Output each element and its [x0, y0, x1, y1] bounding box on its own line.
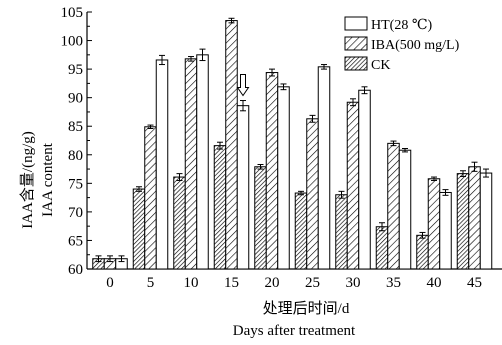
- bar: [236, 105, 250, 270]
- bar: [358, 89, 371, 270]
- y-tick-label: 65: [68, 233, 83, 249]
- y-tick-label: 90: [68, 91, 83, 107]
- bar: [254, 166, 267, 270]
- y-tick-label: 100: [61, 34, 84, 50]
- legend: HT(28 ℃) IBA(500 mg/L) CK: [344, 16, 460, 73]
- y-tick-label: 105: [61, 5, 84, 21]
- bar: [456, 173, 470, 270]
- x-tick-label: 5: [147, 275, 155, 291]
- y-axis-ticks: 60 65 70 75 80 85 90 95 100 105: [61, 5, 92, 278]
- x-tick-label: 0: [106, 275, 114, 291]
- bars: [92, 20, 493, 270]
- bar: [277, 86, 290, 270]
- x-tick-label: 45: [467, 275, 482, 291]
- bar: [306, 118, 319, 270]
- bar: [173, 176, 186, 270]
- y-tick-label: 70: [68, 205, 83, 221]
- x-tick-label: 10: [184, 275, 199, 291]
- bar: [416, 234, 429, 270]
- legend-swatch: [344, 16, 368, 31]
- legend-label: HT(28 ℃): [371, 18, 432, 33]
- bar: [427, 178, 441, 270]
- bar: [294, 192, 308, 270]
- y-axis-title-english: IAA content: [40, 142, 56, 217]
- bar: [468, 166, 481, 270]
- bar: [479, 172, 493, 270]
- down-arrow-icon: [236, 74, 250, 97]
- y-axis-title-chinese: IAA含量/(ng/g): [19, 131, 36, 229]
- y-tick-label: 80: [68, 148, 83, 164]
- x-tick-label: 25: [305, 275, 320, 291]
- x-axis-title-chinese: 处理后时间/d: [263, 300, 350, 317]
- x-axis-ticks: 0 5 10 15 20 25 30 35 40 45: [106, 264, 482, 291]
- bar: [144, 126, 157, 270]
- annotations: [236, 74, 250, 97]
- bar: [346, 101, 360, 270]
- y-tick-label: 85: [68, 119, 83, 135]
- bar: [317, 66, 331, 270]
- bar: [196, 54, 209, 270]
- legend-label: CK: [371, 58, 390, 73]
- y-tick-label: 75: [68, 176, 83, 192]
- bar: [132, 188, 146, 270]
- legend-label: IBA(500 mg/L): [371, 38, 460, 53]
- bar: [265, 72, 279, 270]
- y-axis-title: IAA含量/(ng/g) IAA content: [19, 131, 56, 229]
- y-tick-label: 60: [68, 262, 83, 278]
- legend-swatch: [344, 36, 368, 51]
- x-tick-label: 35: [386, 275, 401, 291]
- x-tick-label: 30: [346, 275, 361, 291]
- bar: [335, 194, 348, 270]
- bar: [375, 226, 389, 270]
- bar: [155, 59, 169, 270]
- bar: [439, 191, 452, 270]
- x-tick-label: 20: [265, 275, 280, 291]
- bar: [398, 149, 412, 270]
- bar: [213, 145, 227, 270]
- bar: [184, 58, 198, 270]
- x-tick-label: 40: [427, 275, 442, 291]
- x-tick-label: 15: [224, 275, 239, 291]
- x-axis-title-english: Days after treatment: [233, 323, 356, 339]
- bar: [387, 142, 400, 270]
- legend-swatch: [344, 56, 368, 71]
- y-tick-label: 95: [68, 62, 83, 78]
- bar: [225, 20, 238, 270]
- error-bars: [95, 17, 489, 263]
